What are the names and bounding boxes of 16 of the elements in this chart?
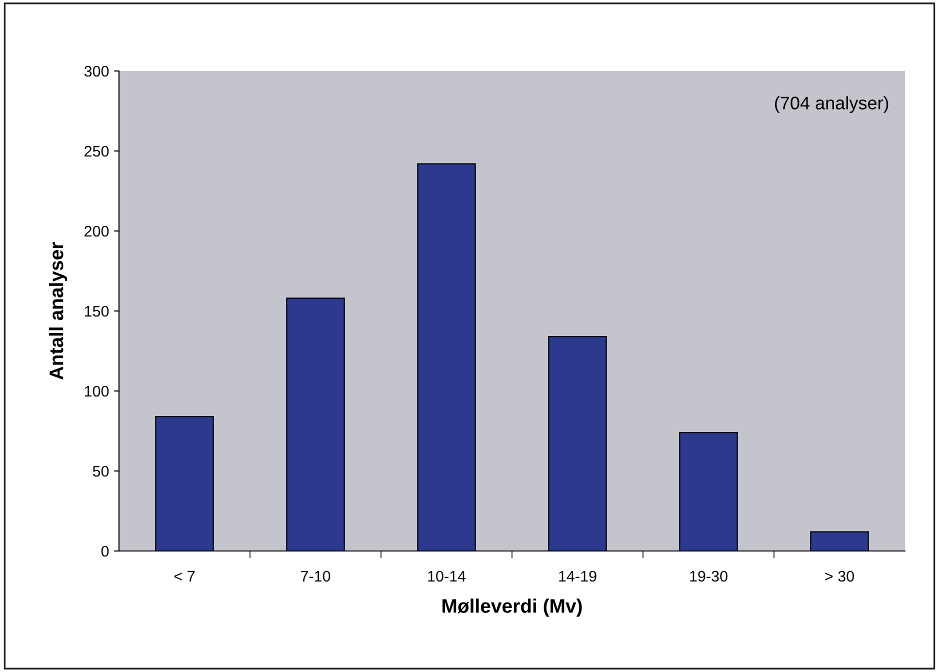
- y-tick-label: 0: [101, 546, 109, 557]
- x-tick-label: 19-30: [690, 570, 728, 582]
- x-tick-label: < 7: [174, 571, 195, 582]
- y-tick-label: 150: [84, 306, 109, 317]
- x-axis-title: Mølleverdi (Mv): [442, 598, 582, 617]
- y-tick-label: 300: [84, 66, 109, 77]
- x-tick-label: 10-14: [428, 570, 466, 582]
- annotation: (704 analyser): [774, 96, 888, 114]
- x-tick-label: 14-19: [559, 570, 596, 582]
- x-tick-label: > 30: [825, 570, 854, 582]
- y-tick-label: 50: [92, 466, 109, 477]
- y-tick-label: 100: [84, 386, 109, 397]
- y-tick-label: 250: [84, 146, 109, 157]
- x-tick-label: 7-10: [300, 570, 330, 582]
- y-tick-label: 200: [84, 226, 109, 237]
- y-axis-title: Antall analyser: [49, 242, 68, 380]
